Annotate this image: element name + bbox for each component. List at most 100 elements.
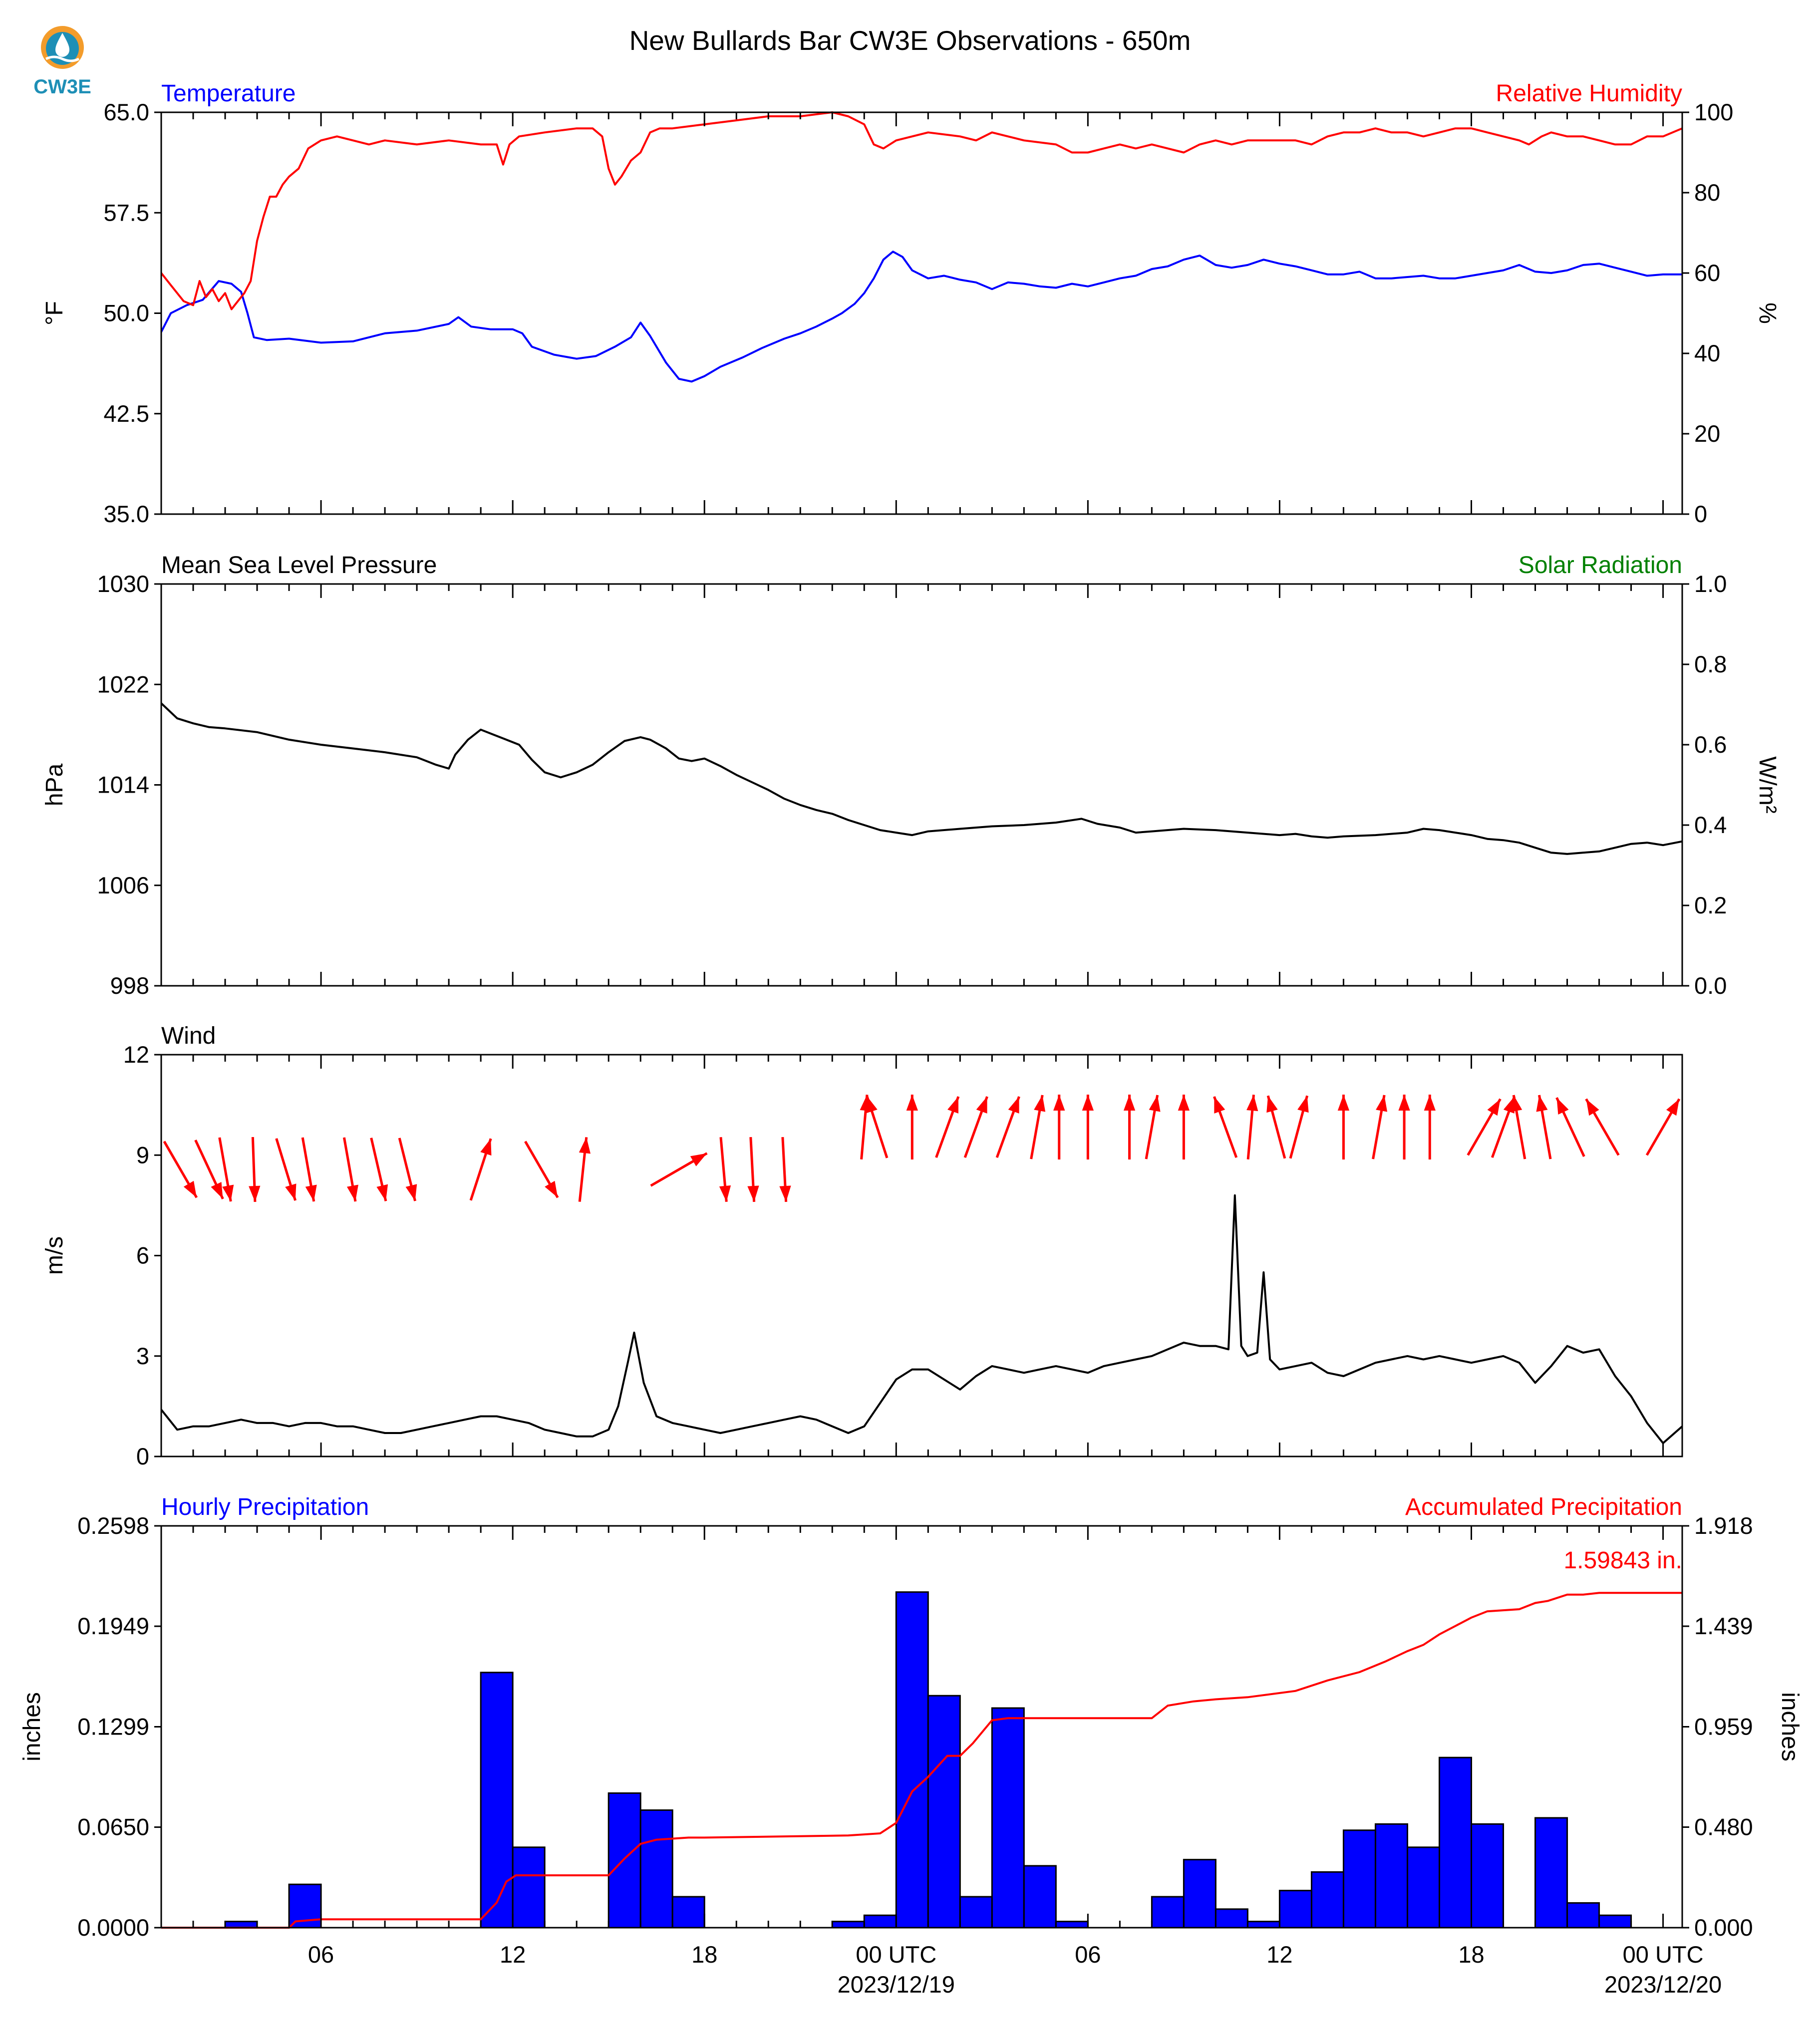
precip-bar	[863, 1914, 897, 1929]
y-tick-label-right: 0.959	[1694, 1714, 1753, 1740]
y-tick-label-left: 0.2598	[77, 1512, 149, 1539]
y-tick-label-right: 60	[1694, 260, 1720, 286]
panel-left-title: Temperature	[161, 80, 296, 107]
y-tick-label-left: 0.1949	[77, 1613, 149, 1639]
y-tick-label-left: 1030	[97, 571, 149, 597]
y-tick-label-left: 9	[136, 1142, 149, 1168]
y-axis-label-left: °F	[41, 301, 68, 325]
x-tick-label: 12	[500, 1941, 526, 1968]
y-tick-label-right: 0	[1694, 501, 1707, 527]
y-tick-label-right: 0.480	[1694, 1814, 1753, 1840]
wind-arrowhead	[1511, 1095, 1522, 1112]
x-tick-label: 00 UTC	[856, 1941, 936, 1968]
wind-arrowhead	[1487, 1099, 1501, 1116]
wind-arrowhead	[1297, 1096, 1309, 1113]
figure-title: New Bullards Bar CW3E Observations - 650…	[629, 25, 1191, 56]
precip-bar	[927, 1695, 961, 1929]
precip-bar	[1566, 1902, 1600, 1929]
precip-bar	[1534, 1817, 1568, 1929]
wind-arrowhead	[1008, 1096, 1019, 1114]
wind-arrowhead	[346, 1184, 358, 1202]
x-tick-label: 12	[1266, 1941, 1292, 1968]
y-tick-label-right: 1.439	[1694, 1613, 1753, 1639]
precip-bar	[1023, 1865, 1057, 1929]
precip-bar	[1406, 1846, 1441, 1929]
wind-arrowhead	[1398, 1095, 1410, 1111]
panel-frame	[160, 1054, 1683, 1457]
wind-arrowhead	[747, 1185, 759, 1202]
wind-arrowhead	[579, 1137, 591, 1154]
wind-arrowhead	[285, 1183, 297, 1201]
y-tick-label-left: 35.0	[104, 501, 149, 527]
total-precip-label: 1.59843 in.	[1563, 1547, 1682, 1574]
y-tick-label-right: 0.6	[1694, 731, 1727, 758]
series-line-0	[160, 251, 1682, 383]
y-axis-label-right: inches	[1777, 1692, 1803, 1761]
wind-arrowhead	[976, 1096, 987, 1114]
y-tick-label-left: 0.1299	[77, 1714, 149, 1740]
x-tick-label: 18	[1458, 1941, 1484, 1968]
wind-arrowhead	[1214, 1096, 1225, 1114]
precip-bar	[1439, 1756, 1473, 1929]
y-tick-label-left: 6	[136, 1242, 149, 1269]
y-tick-label-right: 0.4	[1694, 812, 1727, 838]
precip-bar	[1374, 1823, 1408, 1929]
y-tick-label-right: 0.0	[1694, 972, 1727, 999]
y-tick-label-left: 1014	[97, 772, 149, 798]
y-tick-label-left: 1022	[97, 671, 149, 697]
wind-arrowhead	[1337, 1095, 1350, 1111]
wind-arrowhead	[1376, 1095, 1388, 1112]
y-axis-label-right: W/m²	[1754, 756, 1781, 814]
y-axis-label-left: inches	[19, 1692, 45, 1761]
wind-arrowhead	[480, 1139, 492, 1156]
y-tick-label-left: 0.0000	[77, 1914, 149, 1941]
y-tick-label-left: 0.0650	[77, 1814, 149, 1840]
y-tick-label-left: 50.0	[104, 300, 149, 326]
panel-wind: 0 3 6 9 12 Wind m/s	[41, 1023, 1683, 1469]
wind-arrowhead	[1586, 1099, 1599, 1116]
precip-bar	[1055, 1921, 1089, 1929]
y-tick-label-left: 1006	[97, 872, 149, 898]
precip-bar	[1310, 1871, 1344, 1929]
y-tick-label-right: 0.8	[1694, 651, 1727, 677]
panel-precip: 0.0000 0.0650 0.1299 0.1949 0.2598 0.000 0.480…	[19, 1494, 1803, 1941]
panel-frame	[160, 111, 1683, 515]
series-line-0	[160, 702, 1683, 855]
precip-bar	[1278, 1890, 1312, 1929]
y-tick-label-right: 80	[1694, 179, 1720, 206]
y-tick-label-right: 1.918	[1694, 1512, 1753, 1539]
series-line-0	[160, 1194, 1683, 1445]
panel-frame	[160, 583, 1683, 987]
precip-bar	[512, 1846, 546, 1929]
wind-arrowhead	[405, 1184, 417, 1201]
y-axis-label-right: %	[1754, 302, 1781, 324]
wind-arrowhead	[545, 1180, 558, 1198]
y-tick-label-left: 42.5	[104, 400, 149, 427]
wind-arrowhead	[1082, 1095, 1094, 1111]
x-tick-date-label: 2023/12/19	[838, 1971, 955, 1998]
wind-arrowhead	[947, 1096, 958, 1114]
wind-arrowhead	[305, 1184, 317, 1202]
precip-bar	[1342, 1829, 1376, 1929]
wind-arrowhead	[906, 1095, 918, 1111]
x-tick-date-label: 2023/12/20	[1604, 1971, 1722, 1998]
accumulated-line	[161, 1592, 1682, 1929]
precip-bar	[895, 1591, 929, 1929]
y-tick-label-right: 0.000	[1694, 1914, 1753, 1941]
panel-right-title: Accumulated Precipitation	[1405, 1494, 1682, 1520]
precip-bar	[1151, 1896, 1185, 1929]
x-tick-label: 06	[308, 1941, 334, 1968]
precip-bar	[639, 1809, 673, 1929]
wind-arrowhead	[1053, 1095, 1065, 1111]
panel-pressure-solar: 998 1006 1014 1022 1030 0.0 0.2 0.4 0.6 0.8 1.0 Mea…	[41, 552, 1781, 999]
wind-arrowhead	[222, 1184, 234, 1202]
wind-arrowhead	[779, 1185, 791, 1202]
precip-bar	[1471, 1823, 1505, 1929]
panel-right-title: Solar Radiation	[1518, 552, 1682, 579]
y-tick-label-left: 0	[136, 1443, 149, 1469]
y-tick-label-right: 20	[1694, 420, 1720, 447]
cw3e-logo: CW3E	[33, 26, 91, 98]
panel-right-title: Relative Humidity	[1496, 80, 1682, 107]
y-tick-label-left: 65.0	[104, 99, 149, 125]
wind-arrowhead	[1246, 1095, 1258, 1112]
